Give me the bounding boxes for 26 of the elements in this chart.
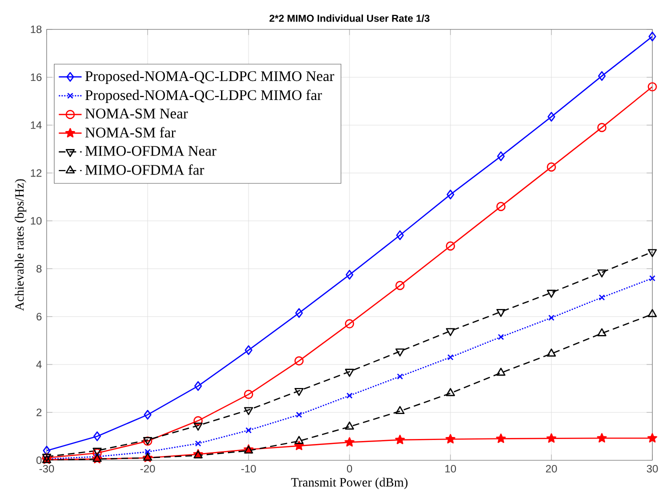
x-tick-label: 30	[646, 464, 658, 472]
legend-label: MIMO-OFDMA Near	[85, 146, 216, 156]
y-tick-label: 0	[36, 456, 42, 464]
legend-label: NOMA-SM far	[85, 126, 176, 138]
y-tick-label: 10	[30, 216, 42, 225]
y-tick-label: 18	[30, 25, 42, 33]
x-tick-label: -30	[39, 464, 54, 472]
legend-label: Proposed-NOMA-QC-LDPC MIMO Near	[85, 70, 334, 84]
x-tick-label: 20	[546, 464, 557, 472]
y-tick-label: 4	[36, 360, 42, 368]
legend-label: Proposed-NOMA-QC-LDPC MIMO far	[85, 89, 322, 103]
y-tick-label: 12	[30, 169, 42, 177]
y-tick-label: 16	[30, 73, 42, 81]
legend-label: MIMO-OFDMA far	[85, 164, 204, 175]
y-tick-label: 2	[36, 408, 42, 416]
x-tick-label: 0	[346, 464, 352, 472]
y-tick-label: 8	[36, 264, 42, 272]
y-axis-title: Achievable rates (bps/Hz)	[14, 179, 26, 311]
x-tick-label: 10	[445, 464, 456, 472]
y-tick-label: 6	[36, 312, 42, 320]
chart-title: 2*2 MIMO Individual User Rate 1/3	[270, 14, 430, 22]
x-axis-title: Transmit Power (dBm)	[291, 478, 408, 490]
y-tick-label: 14	[30, 121, 42, 129]
legend-label: NOMA-SM Near	[85, 108, 188, 118]
x-tick-label: -10	[241, 464, 256, 472]
x-tick-label: -20	[140, 464, 155, 472]
